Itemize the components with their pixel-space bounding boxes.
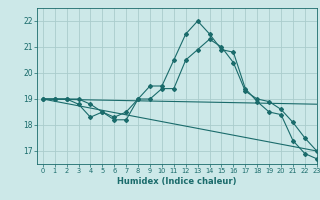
X-axis label: Humidex (Indice chaleur): Humidex (Indice chaleur) [117, 177, 236, 186]
